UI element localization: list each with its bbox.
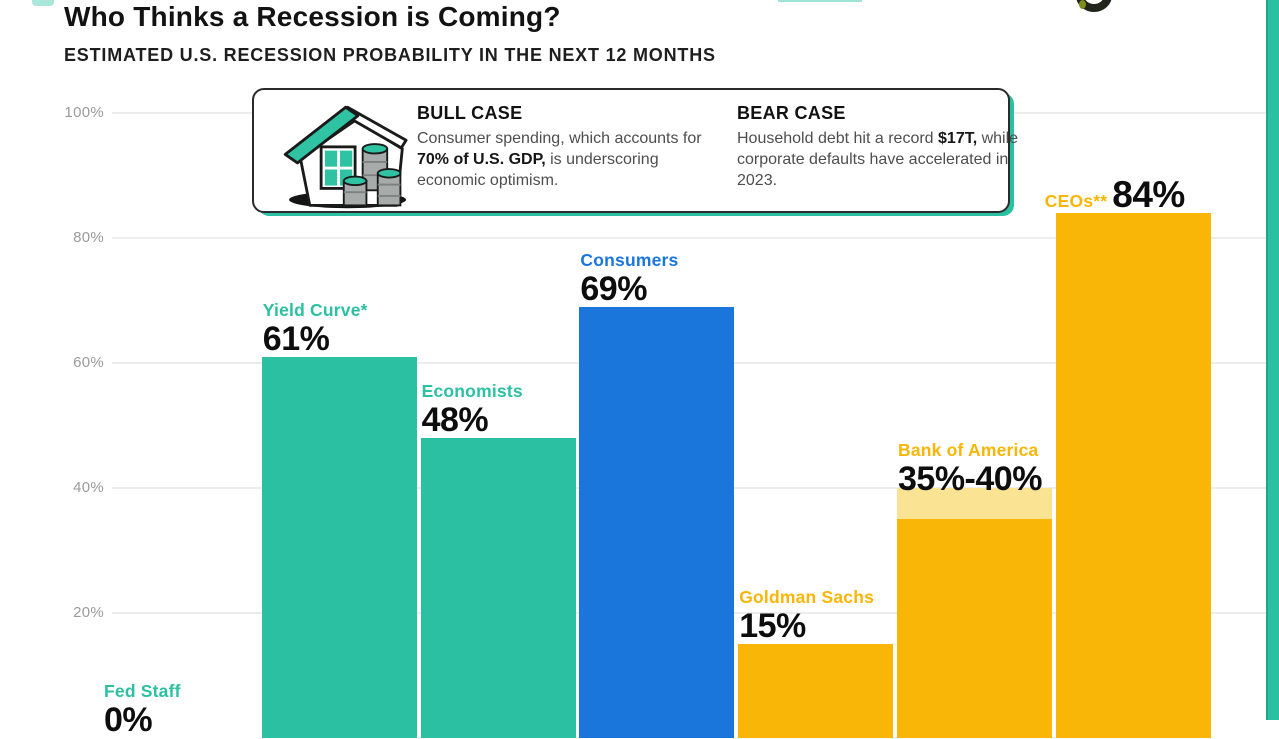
bar-economists (420, 438, 576, 738)
bar-label-fed-staff: Fed Staff 0% (104, 680, 181, 738)
bar-category-goldman-sachs: Goldman Sachs (739, 587, 875, 608)
bar-category-economists: Economists (421, 381, 523, 401)
cropped-illustration-ring-accent (1079, 0, 1086, 9)
bar-bank-of-america (897, 519, 1052, 738)
house-with-coins-icon (283, 105, 408, 209)
bar-label-economists: Economists 48% (422, 380, 523, 438)
bar-label-ceos: CEOs** 84% (1044, 174, 1186, 215)
bear-case: BEAR CASE Household debt hit a record $1… (737, 103, 1022, 191)
bar-value-bank-of-america: 35%-40% (898, 460, 1042, 498)
bull-case-body: Consumer spending, which accounts for 70… (417, 130, 702, 189)
bar-ceos (1055, 213, 1211, 738)
y-tick-label-40: 40% (73, 479, 104, 496)
bar-category-consumers: Consumers (580, 249, 679, 270)
bar-category-yield-curve: Yield Curve* (262, 299, 368, 320)
callout-box: BULL CASE Consumer spending, which accou… (252, 88, 1018, 213)
bear-case-body: Household debt hit a record $17T, while … (737, 130, 1019, 189)
bull-case-heading: BULL CASE (417, 103, 523, 123)
y-tick-label-60: 60% (73, 354, 104, 371)
y-tick-label-100: 100% (64, 104, 104, 121)
bar-yield-curve (261, 356, 417, 738)
bar-label-goldman-sachs: Goldman Sachs 15% (739, 586, 874, 644)
bear-case-heading: BEAR CASE (737, 103, 846, 123)
page-subtitle: ESTIMATED U.S. RECESSION PROBABILITY IN … (64, 45, 716, 65)
bar-value-yield-curve: 61% (262, 319, 330, 358)
bar-consumers (579, 306, 735, 738)
bar-label-bank-of-america: Bank of America 35%-40% (898, 439, 1042, 497)
bar-goldman-sachs (738, 644, 894, 738)
infographic-panel: { "page": { "title": "Who Thinks a Reces… (32, 0, 1279, 738)
teal-line-top-edge (778, 0, 862, 2)
bar-value-consumers: 69% (580, 269, 647, 308)
bar-category-ceos: CEOs** (1044, 191, 1108, 211)
y-tick-label-20: 20% (73, 604, 104, 621)
gridline-80 (112, 237, 1266, 239)
teal-mark-top-left (32, 0, 54, 6)
bar-value-ceos: 84% (1112, 174, 1185, 215)
bar-label-yield-curve: Yield Curve* 61% (263, 299, 368, 357)
y-tick-label-80: 80% (73, 229, 104, 246)
bar-value-fed-staff: 0% (104, 701, 153, 739)
bar-value-goldman-sachs: 15% (739, 607, 806, 646)
bar-range-cap-bank-of-america (897, 488, 1052, 520)
page-title: Who Thinks a Recession is Coming? (64, 1, 561, 32)
next-panel-teal-edge (1266, 0, 1279, 720)
bar-value-economists: 48% (421, 401, 489, 439)
bull-case: BULL CASE Consumer spending, which accou… (417, 103, 722, 191)
bar-category-bank-of-america: Bank of America (898, 440, 1039, 460)
bar-label-consumers: Consumers 69% (580, 249, 678, 307)
bar-category-fed-staff: Fed Staff (104, 681, 181, 701)
